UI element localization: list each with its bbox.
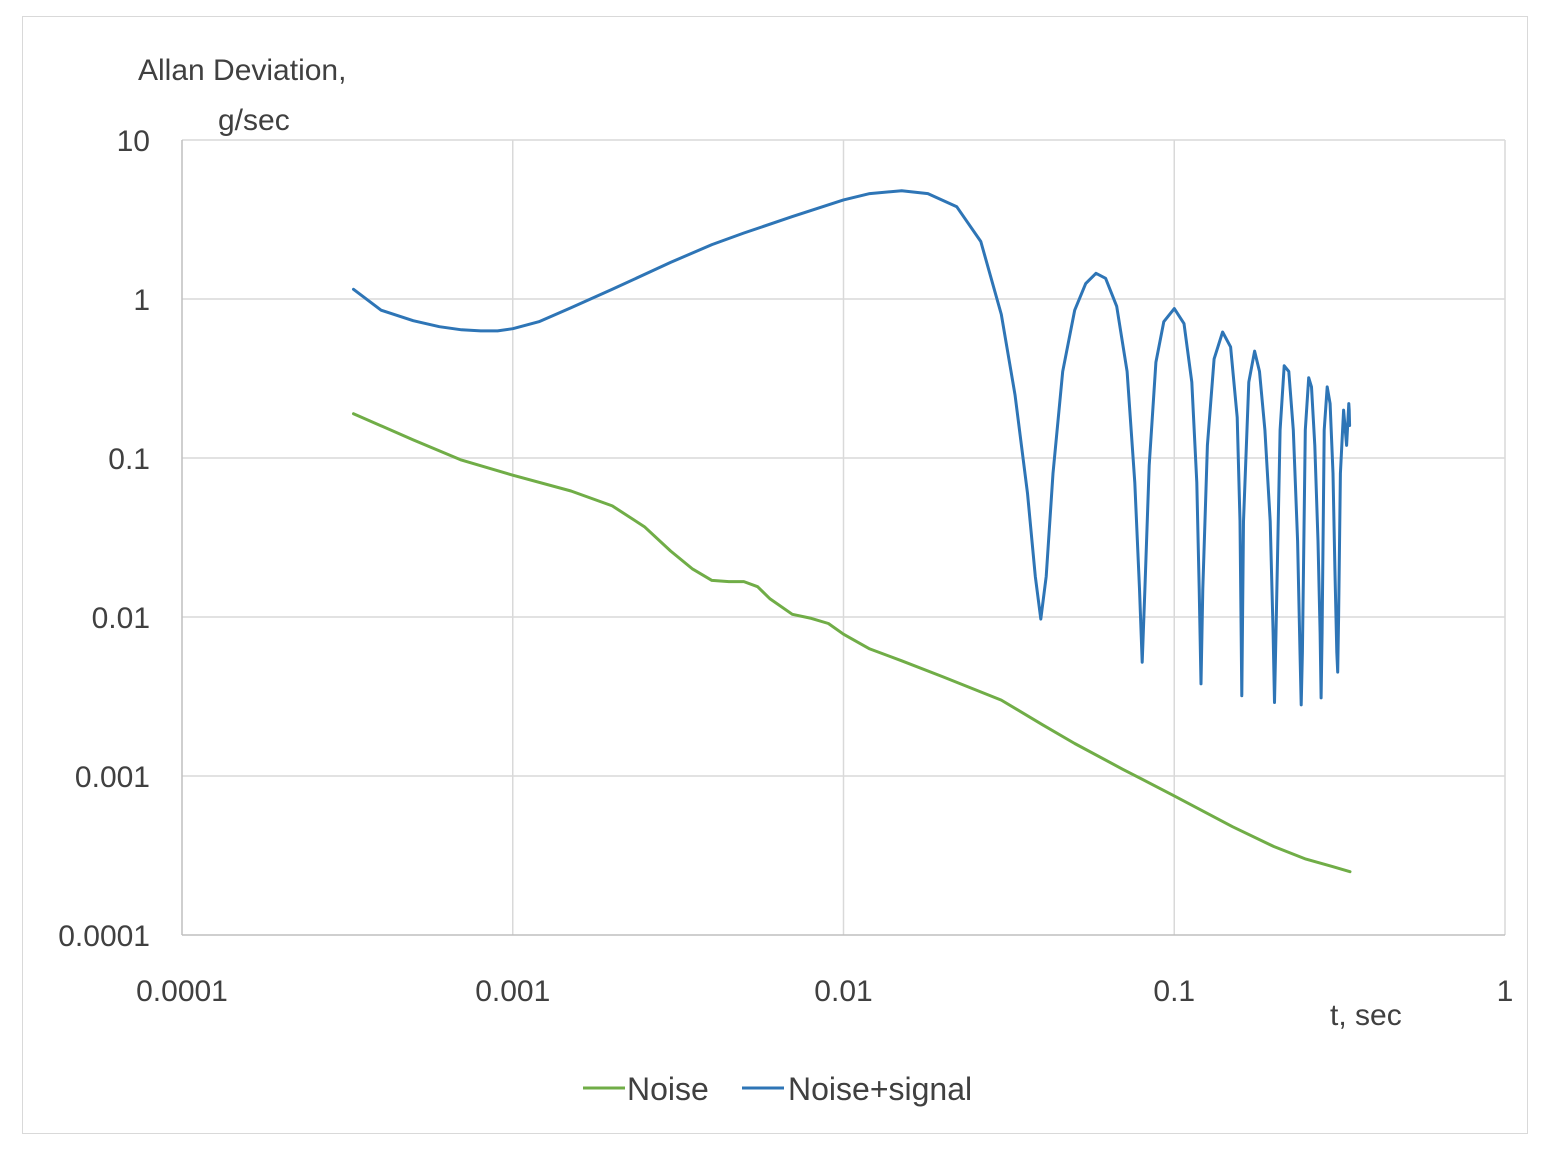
- series-line-noise: [352, 412, 1352, 874]
- series-line-noise-signal: [352, 189, 1352, 707]
- y-tick-label: 0.01: [92, 602, 150, 635]
- legend: Noise Noise+signal: [583, 1071, 972, 1107]
- x-tick-label: 0.01: [814, 975, 872, 1008]
- y-axis-title-line1: Allan Deviation,: [138, 54, 346, 87]
- x-axis-title: t, sec: [1330, 999, 1402, 1032]
- y-tick-label: 10: [117, 125, 150, 158]
- y-tick-label: 1: [133, 284, 150, 317]
- legend-label-noise: Noise: [627, 1071, 709, 1107]
- y-tick-label: 0.0001: [58, 920, 150, 953]
- x-tick-label: 0.0001: [136, 975, 228, 1008]
- grid-lines: [182, 139, 1506, 935]
- x-tick-label: 0.1: [1153, 975, 1195, 1008]
- y-tick-label: 0.1: [108, 443, 150, 476]
- x-tick-labels: 0.0001 0.001 0.01 0.1 1: [136, 975, 1513, 1008]
- axes: [181, 140, 1505, 936]
- y-tick-label: 0.001: [75, 761, 150, 794]
- legend-label-noise-signal: Noise+signal: [788, 1071, 972, 1107]
- x-tick-label: 1: [1497, 975, 1514, 1008]
- y-tick-labels: 0.0001 0.001 0.01 0.1 1 10: [58, 125, 150, 953]
- y-axis-title-line2: g/sec: [218, 104, 290, 137]
- x-tick-label: 0.001: [475, 975, 550, 1008]
- series-lines: [352, 189, 1352, 874]
